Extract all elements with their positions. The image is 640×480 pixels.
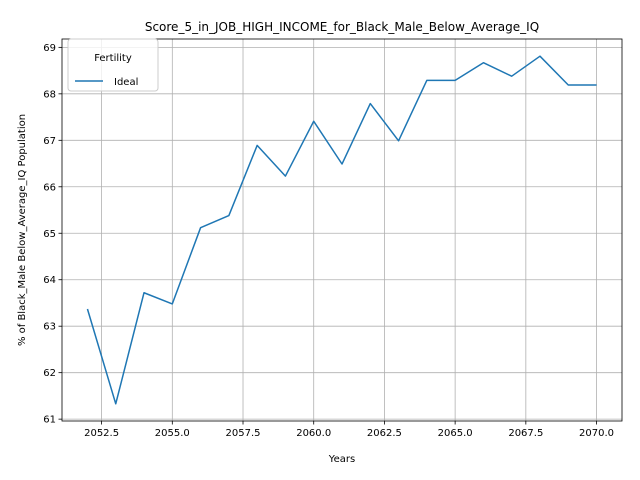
chart-title: Score_5_in_JOB_HIGH_INCOME_for_Black_Mal…: [145, 20, 539, 34]
x-tick-label: 2057.5: [226, 428, 261, 439]
grid: [62, 39, 622, 421]
legend-label-ideal: Ideal: [114, 77, 138, 88]
y-axis-title: % of Black_Male Below_Average_IQ Populat…: [17, 114, 28, 346]
y-tick-label: 66: [43, 182, 56, 193]
y-tick-label: 65: [43, 229, 56, 240]
x-axis-ticks: 2052.5 2055.0 2057.5 2060.0 2062.5 2065.0 2067…: [84, 421, 614, 439]
y-tick-label: 64: [43, 275, 56, 286]
x-tick-label: 2055.0: [155, 428, 190, 439]
y-tick-label: 69: [43, 43, 56, 54]
series-layer: [86, 55, 597, 405]
x-tick-label: 2067.5: [508, 428, 543, 439]
x-tick-label: 2060.0: [296, 428, 331, 439]
legend-title: Fertility: [94, 53, 132, 64]
x-axis-title: Years: [328, 454, 355, 465]
y-tick-label: 67: [43, 136, 56, 147]
y-tick-label: 61: [43, 415, 56, 426]
x-tick-label: 2065.0: [438, 428, 473, 439]
x-tick-label: 2070.0: [579, 428, 614, 439]
y-tick-label: 62: [43, 368, 56, 379]
y-axis-ticks: 61 62 63 64 65 66 67 68 69: [43, 43, 62, 426]
plot-frame: [61, 38, 623, 422]
x-tick-label: 2052.5: [84, 428, 119, 439]
series-line-ideal: [86, 55, 597, 405]
legend-box: [67, 38, 159, 92]
x-tick-label: 2062.5: [367, 428, 402, 439]
y-tick-label: 63: [43, 322, 56, 333]
y-tick-label: 68: [43, 89, 56, 100]
legend: Fertility Ideal: [67, 38, 159, 92]
